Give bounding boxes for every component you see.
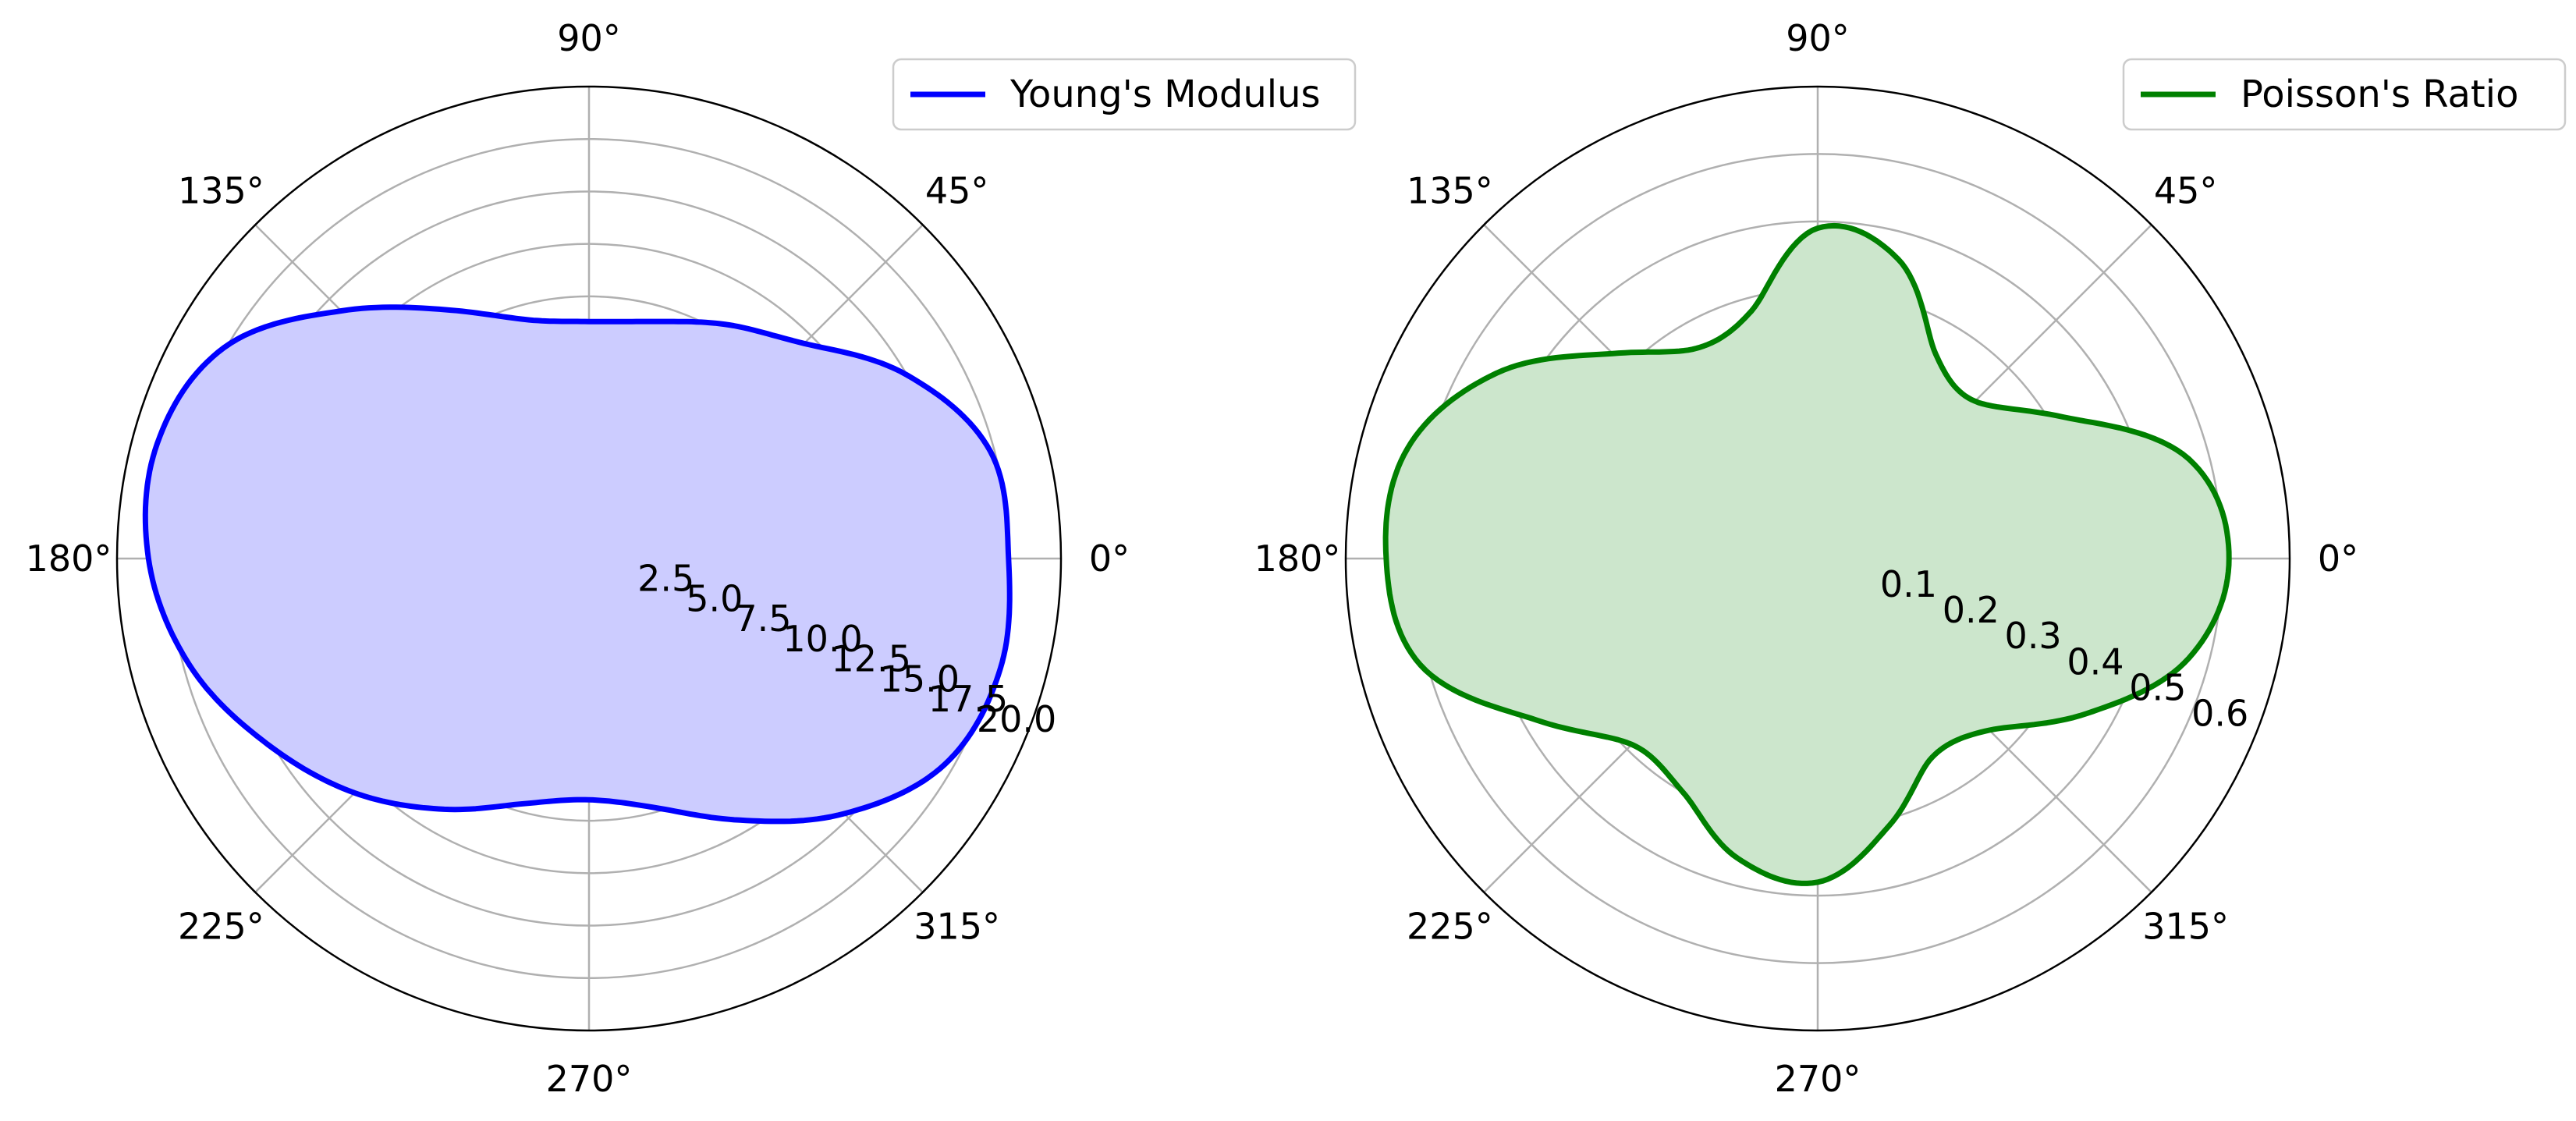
angular-tick-label: 225° [1407, 906, 1493, 948]
angular-tick-label: 90° [1786, 17, 1850, 59]
angular-tick-label: 180° [26, 537, 112, 580]
radial-tick-label: 0.5 [2129, 666, 2186, 708]
legend: Poisson's Ratio [2122, 58, 2567, 131]
polar-chart-1: 0° 45° 90° 135° 180° 225° 270° 315° 2.55.07.510.… [26, 17, 1357, 1100]
radial-tick-label: 0.3 [2005, 615, 2062, 657]
radial-tick-label: 0.2 [1943, 589, 1999, 631]
radial-tick-label: 2.5 [637, 558, 694, 600]
legend: Young's Modulus [892, 58, 1357, 131]
legend-label: Poisson's Ratio [2241, 73, 2518, 116]
legend-label: Young's Modulus [1009, 73, 1321, 116]
angular-tick-label: 135° [178, 169, 264, 211]
angular-tick-label: 45° [2154, 169, 2218, 211]
radial-tick-label: 15.0 [880, 658, 960, 700]
angular-tick-label: 90° [557, 17, 621, 59]
radial-tick-label: 10.0 [782, 618, 862, 660]
series-line [1382, 222, 2232, 886]
radial-tick-label: 7.5 [734, 598, 791, 640]
radial-tick-label: 12.5 [832, 638, 911, 680]
angular-tick-label: 270° [1775, 1058, 1861, 1100]
angular-tick-label: 225° [178, 906, 264, 948]
angular-tick-label: 315° [914, 906, 1000, 948]
angular-tick-label: 0° [1089, 537, 1130, 580]
angular-tick-label: 135° [1407, 169, 1493, 211]
radial-tick-label: 5.0 [686, 577, 743, 619]
angular-tick-label: 45° [925, 169, 989, 211]
polar-chart-2: 0° 45° 90° 135° 180° 225° 270° 315° 0.10.20.30.4… [1254, 17, 2567, 1100]
angular-tick-labels: 0° 45° 90° 135° 180° 225° 270° 315° [1254, 17, 2359, 1100]
polar-frame [1344, 85, 2291, 1032]
radial-tick-label: 0.6 [2191, 692, 2248, 734]
series-line [142, 304, 1013, 825]
angular-tick-label: 0° [2318, 537, 2358, 580]
series-fill [145, 307, 1010, 821]
radial-tick-label: 17.5 [928, 678, 1008, 720]
series-fill [1386, 225, 2230, 884]
angular-tick-label: 315° [2142, 906, 2229, 948]
angular-tick-label: 270° [546, 1058, 633, 1100]
legend-box [892, 58, 1357, 131]
radial-tick-labels: 2.55.07.510.012.515.017.520.0 [637, 558, 1056, 740]
angular-tick-label: 180° [1254, 537, 1341, 580]
radial-tick-label: 20.0 [977, 698, 1056, 740]
radial-tick-label: 0.1 [1880, 563, 1937, 605]
polar-frame [115, 85, 1063, 1032]
radial-tick-labels: 0.10.20.30.40.50.6 [1880, 563, 2248, 734]
radial-tick-label: 0.4 [2067, 640, 2124, 683]
angular-tick-labels: 0° 45° 90° 135° 180° 225° 270° 315° [26, 17, 1130, 1100]
legend-box [2122, 58, 2567, 131]
